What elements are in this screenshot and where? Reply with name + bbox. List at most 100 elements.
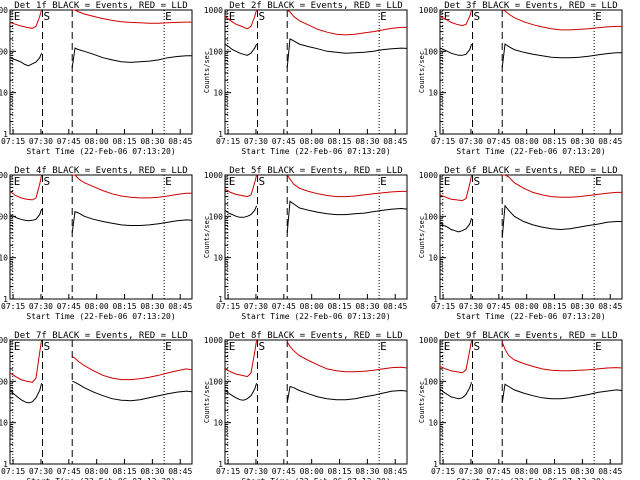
x-tick-label: 08:30 <box>140 302 164 311</box>
marker-label: E <box>595 340 602 353</box>
x-tick-label: 08:15 <box>112 467 136 476</box>
y-tick-label: 100 <box>209 377 224 386</box>
x-tick-label: 07:45 <box>272 467 296 476</box>
events-line <box>439 43 473 56</box>
y-tick-label: 100 <box>209 212 224 221</box>
marker-label: E <box>444 175 451 188</box>
lld-line <box>224 339 258 378</box>
plot-frame <box>224 9 408 135</box>
marker-label: E <box>165 175 172 188</box>
plot-frame <box>9 339 193 465</box>
x-tick-label: 07:15 <box>216 302 240 311</box>
x-tick-label: 07:30 <box>29 137 53 146</box>
x-tick-label: 07:45 <box>272 302 296 311</box>
y-tick-label: 10 <box>213 254 223 263</box>
lld-line <box>439 339 473 374</box>
marker-label: S <box>474 175 481 188</box>
x-tick-label: 07:30 <box>244 302 268 311</box>
x-tick-label: 07:30 <box>459 137 483 146</box>
x-tick-label: 07:15 <box>431 467 455 476</box>
y-axis-label: Counts/sec <box>203 216 211 258</box>
y-tick-label: 100 <box>424 377 439 386</box>
events-line <box>9 208 43 222</box>
plot-frame <box>9 174 193 300</box>
x-tick-label: 08:45 <box>383 137 407 146</box>
x-tick-label: 07:30 <box>29 467 53 476</box>
x-tick-label: 08:30 <box>570 137 594 146</box>
x-tick-label: 08:45 <box>598 302 622 311</box>
y-axis-label: Counts/sec <box>418 51 426 93</box>
x-tick-label: 08:15 <box>112 302 136 311</box>
marker-label: S <box>474 10 481 23</box>
x-axis-label: Start Time (22-Feb-06 07:13:20) <box>456 312 605 321</box>
marker-label: E <box>380 175 387 188</box>
y-tick-label: 1000 <box>0 6 8 15</box>
y-axis-label: Counts/sec <box>418 216 426 258</box>
panel-title: Det 9f BLACK = Events, RED = LLD <box>444 331 617 341</box>
events-line <box>501 43 622 68</box>
events-line <box>439 218 473 233</box>
panel-title: Det 5f BLACK = Events, RED = LLD <box>229 166 402 176</box>
lld-line <box>286 341 408 373</box>
marker-label: E <box>380 340 387 353</box>
y-tick-label: 1000 <box>419 6 438 15</box>
x-tick-label: 07:45 <box>487 467 511 476</box>
events-line <box>72 380 193 402</box>
x-tick-label: 08:30 <box>355 302 379 311</box>
y-tick-label: 1 <box>3 130 8 139</box>
y-tick-label: 1 <box>218 460 223 469</box>
x-tick-label: 07:15 <box>431 137 455 146</box>
x-tick-label: 08:30 <box>355 137 379 146</box>
panel-title: Det 6f BLACK = Events, RED = LLD <box>444 166 617 176</box>
x-tick-label: 08:15 <box>112 137 136 146</box>
lld-line <box>9 174 43 201</box>
plot-frame <box>9 9 193 135</box>
y-tick-label: 100 <box>424 212 439 221</box>
y-tick-label: 100 <box>0 47 8 56</box>
x-tick-label: 08:15 <box>542 467 566 476</box>
plot-frame <box>224 339 408 465</box>
x-tick-label: 07:30 <box>244 137 268 146</box>
marker-label: S <box>259 10 266 23</box>
x-tick-label: 08:00 <box>300 467 324 476</box>
x-tick-label: 08:00 <box>300 137 324 146</box>
y-tick-label: 1 <box>433 460 438 469</box>
x-tick-label: 08:45 <box>383 467 407 476</box>
y-tick-label: 1 <box>218 295 223 304</box>
y-tick-label: 100 <box>424 47 439 56</box>
x-axis-label: Start Time (22-Feb-06 07:13:20) <box>241 312 390 321</box>
marker-label: S <box>474 340 481 353</box>
x-tick-label: 08:15 <box>327 137 351 146</box>
x-tick-label: 08:00 <box>300 302 324 311</box>
marker-label: E <box>444 10 451 23</box>
y-tick-label: 100 <box>0 212 8 221</box>
events-line <box>439 382 473 400</box>
marker-label: S <box>259 340 266 353</box>
x-axis-label: Start Time (22-Feb-06 07:13:20) <box>26 312 175 321</box>
events-line <box>501 383 623 403</box>
marker-label: E <box>165 340 172 353</box>
marker-label: S <box>44 340 51 353</box>
marker-label: S <box>259 175 266 188</box>
y-tick-label: 1 <box>433 130 438 139</box>
detector-panel: Det 4f BLACK = Events, RED = LLD 1 10 100 10… <box>0 166 193 321</box>
plot-frame <box>439 339 623 465</box>
events-line <box>9 53 43 67</box>
y-tick-label: 10 <box>213 419 223 428</box>
x-tick-label: 07:30 <box>29 302 53 311</box>
lld-line <box>72 174 192 199</box>
marker-label: E <box>165 10 172 23</box>
y-tick-label: 1000 <box>419 171 438 180</box>
x-tick-label: 07:15 <box>1 302 25 311</box>
x-tick-label: 07:15 <box>216 467 240 476</box>
x-tick-label: 08:45 <box>598 467 622 476</box>
plot-frame <box>439 174 623 300</box>
lld-line <box>224 9 258 30</box>
x-tick-label: 07:45 <box>487 302 511 311</box>
marker-label: E <box>14 10 21 23</box>
events-line <box>286 200 408 233</box>
events-line <box>71 210 193 233</box>
events-line <box>71 47 192 68</box>
marker-label: E <box>229 340 236 353</box>
